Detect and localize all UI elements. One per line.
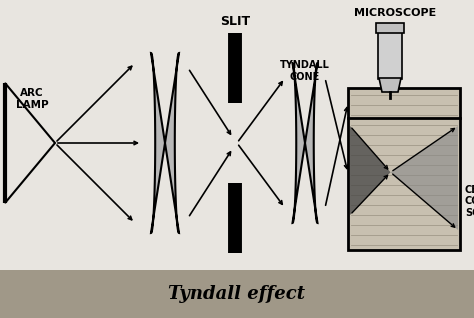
Polygon shape [292,63,318,223]
FancyBboxPatch shape [0,270,474,318]
Text: ARC
LAMP: ARC LAMP [16,88,48,110]
Polygon shape [379,78,401,92]
Text: SLIT: SLIT [220,15,250,28]
Polygon shape [151,53,179,233]
Polygon shape [350,126,391,215]
Text: Tyndall effect: Tyndall effect [168,285,306,303]
FancyBboxPatch shape [348,88,460,250]
Text: CELL
CONTAINING
SOL: CELL CONTAINING SOL [465,185,474,218]
Text: MICROSCOPE: MICROSCOPE [354,8,436,18]
Polygon shape [391,126,458,230]
FancyBboxPatch shape [378,32,402,79]
Text: TYNDALL
CONE: TYNDALL CONE [280,60,330,82]
FancyBboxPatch shape [376,23,404,33]
